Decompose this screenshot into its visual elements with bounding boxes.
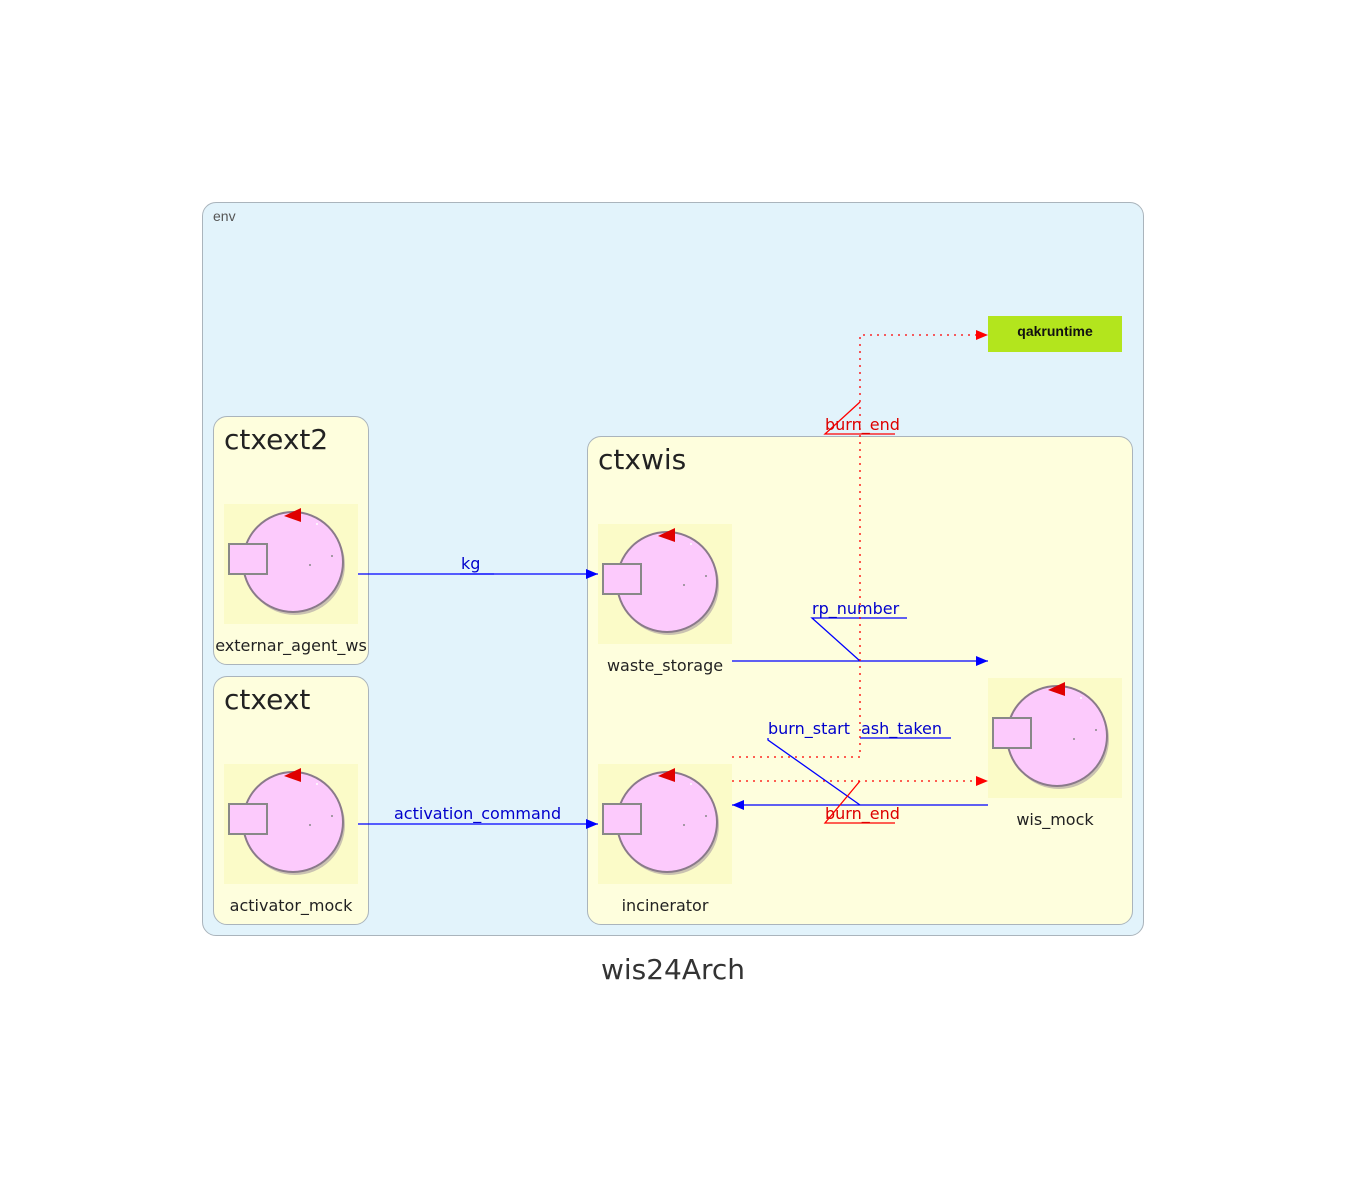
actor-label-wis-mock: wis_mock (1016, 810, 1094, 829)
diagram-title: wis24Arch (600, 953, 746, 986)
qakruntime-label: qakruntime (1017, 323, 1093, 339)
edge-label-activation-command: activation_command (394, 804, 561, 824)
edge-burn-end-runtime (732, 330, 988, 758)
edge-label-burn-start: burn_start (768, 719, 850, 739)
actor-label-waste-storage: waste_storage (606, 656, 724, 675)
edge-label-burn-end-bottom: burn_end (825, 804, 900, 824)
edge-label-rp-number: rp_number (812, 599, 900, 619)
actor-icon-waste-storage (598, 524, 732, 644)
qakruntime-node: qakruntime (988, 316, 1122, 352)
context-label-ctxext: ctxext (224, 683, 311, 716)
actor-icon-incinerator (598, 764, 732, 884)
edge-burn-end-wis-mock (732, 776, 988, 824)
edge-label-kg: kg (461, 554, 480, 573)
actor-label-externar-agent-ws: externar_agent_ws (215, 636, 367, 655)
actor-icon-wis-mock (988, 678, 1122, 798)
env-label: env (213, 208, 236, 224)
actor-label-activator-mock: activator_mock (229, 896, 353, 915)
edge-label-ash-taken: ash_taken (861, 719, 942, 739)
context-label-ctxext2: ctxext2 (224, 423, 329, 456)
actor-icon-externar-agent-ws (224, 504, 358, 624)
actor-icon-activator-mock (224, 764, 358, 884)
context-label-ctxwis: ctxwis (598, 443, 687, 476)
edge-label-burn-end-top: burn_end (825, 415, 900, 435)
edge-burn-start (767, 738, 861, 806)
edge-ash-taken (732, 737, 988, 810)
actor-label-incinerator: incinerator (621, 896, 709, 915)
